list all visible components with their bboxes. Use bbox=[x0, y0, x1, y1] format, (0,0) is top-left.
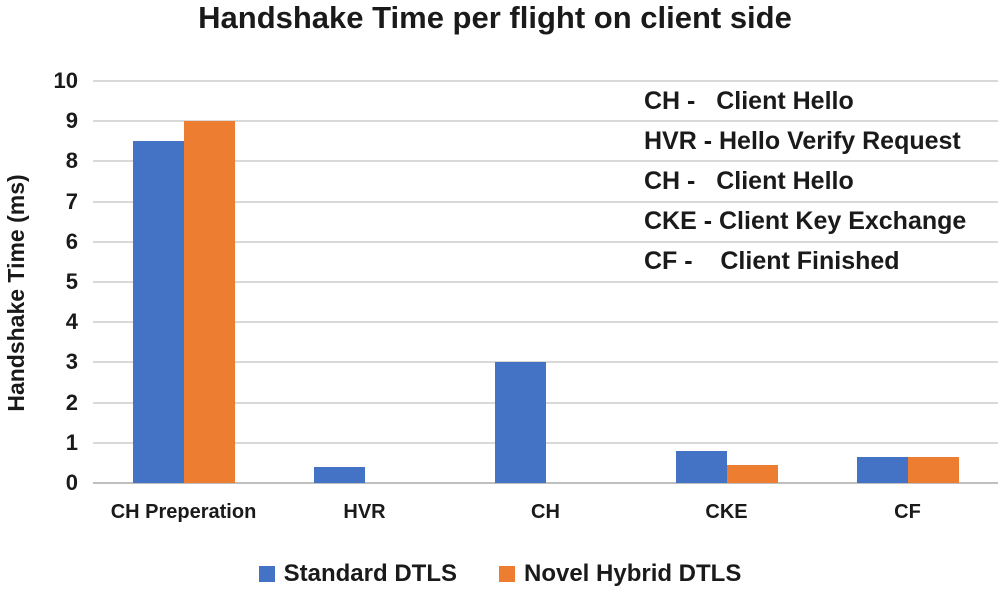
gridline bbox=[93, 80, 998, 82]
y-tick-label: 8 bbox=[65, 148, 78, 174]
gridline bbox=[93, 120, 998, 123]
y-tick-label: 3 bbox=[65, 349, 78, 375]
y-tick-label: 10 bbox=[53, 68, 78, 93]
x-category-label: CKE bbox=[705, 501, 748, 523]
bar-standard bbox=[675, 450, 727, 483]
legend-item: Standard DTLS bbox=[258, 560, 457, 588]
bar-novel bbox=[907, 456, 959, 483]
bar-novel bbox=[726, 464, 778, 483]
x-category-label: CH bbox=[531, 501, 560, 523]
annotation-line: CH - Client Hello bbox=[644, 167, 854, 195]
bar-novel bbox=[183, 121, 235, 483]
gridline bbox=[93, 281, 998, 283]
y-tick-label: 0 bbox=[65, 470, 78, 495]
legend-item: Novel Hybrid DTLS bbox=[498, 560, 742, 588]
bar-standard bbox=[132, 141, 184, 483]
y-tick-label: 5 bbox=[65, 269, 78, 294]
x-category-label: CH Preperation bbox=[110, 501, 257, 523]
gridline bbox=[93, 160, 998, 163]
annotation-line: CKE - Client Key Exchange bbox=[644, 207, 967, 235]
annotation-line: CF - Client Finished bbox=[644, 247, 900, 275]
y-tick-label: 7 bbox=[65, 188, 78, 214]
y-tick-label: 2 bbox=[65, 389, 78, 415]
legend-label: Standard DTLS bbox=[283, 560, 457, 587]
chart-title: Handshake Time per flight on client side bbox=[198, 0, 792, 35]
x-category-label: CF bbox=[894, 501, 921, 523]
y-tick-label: 1 bbox=[65, 429, 78, 455]
gridline bbox=[93, 240, 998, 243]
abbreviation-legend: CH - Client Hello HVR - Hello Verify Requ… bbox=[644, 81, 966, 281]
gridline bbox=[93, 200, 998, 203]
legend-swatch-icon bbox=[498, 566, 515, 582]
bar-standard bbox=[856, 456, 908, 483]
x-category-label: HVR bbox=[343, 501, 386, 523]
bar-standard bbox=[494, 362, 546, 483]
x-axis-line bbox=[93, 482, 998, 484]
y-tick-label: 9 bbox=[65, 108, 78, 134]
bar-standard bbox=[313, 466, 365, 483]
legend-label: Novel Hybrid DTLS bbox=[523, 560, 742, 587]
gridline bbox=[93, 441, 998, 444]
y-tick-label: 6 bbox=[65, 228, 78, 254]
annotation-line: CH - Client Hello bbox=[644, 87, 854, 115]
y-tick-label: 4 bbox=[65, 309, 78, 335]
gridline bbox=[93, 361, 998, 364]
gridline bbox=[93, 321, 998, 324]
annotation-line: HVR - Hello Verify Request bbox=[644, 127, 961, 155]
series-legend: Standard DTLS Novel Hybrid DTLS bbox=[0, 560, 1000, 588]
gridline bbox=[93, 401, 998, 404]
legend-swatch-icon bbox=[258, 566, 275, 582]
